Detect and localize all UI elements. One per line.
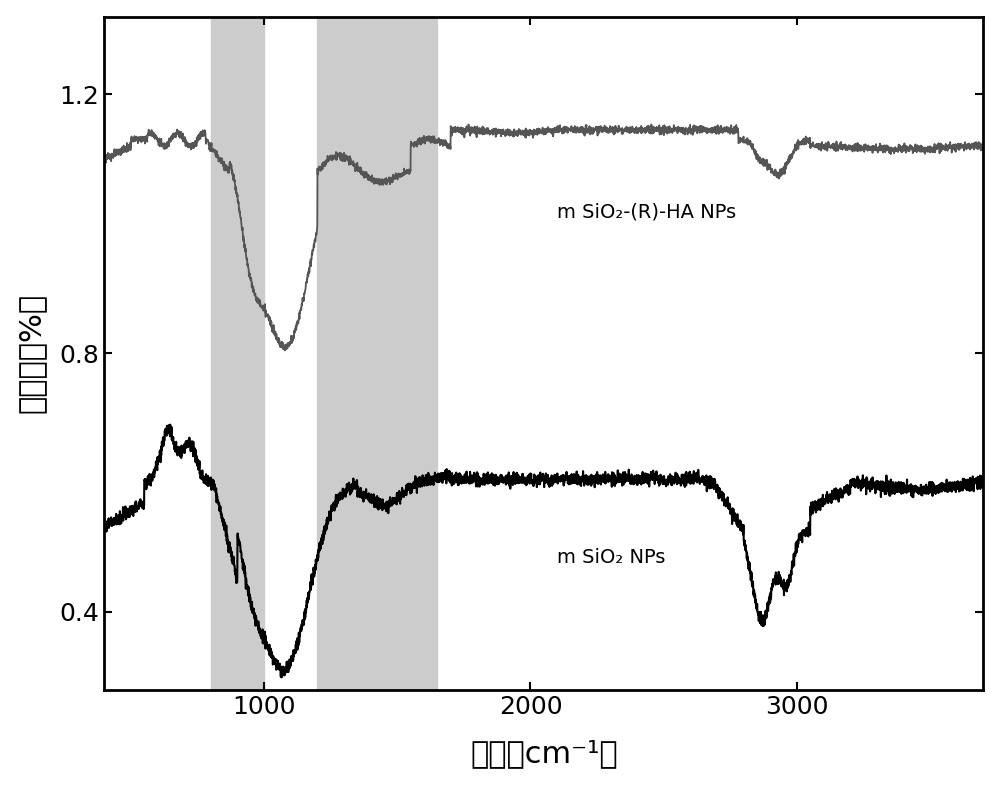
Text: m SiO₂-(R)-HA NPs: m SiO₂-(R)-HA NPs	[557, 203, 736, 221]
Bar	[211, 16, 264, 690]
Text: m SiO₂ NPs: m SiO₂ NPs	[557, 549, 666, 568]
Bar	[317, 16, 437, 690]
Y-axis label: 透光率（%）: 透光率（%）	[17, 293, 46, 413]
X-axis label: 波数（cm⁻¹）: 波数（cm⁻¹）	[470, 739, 618, 769]
